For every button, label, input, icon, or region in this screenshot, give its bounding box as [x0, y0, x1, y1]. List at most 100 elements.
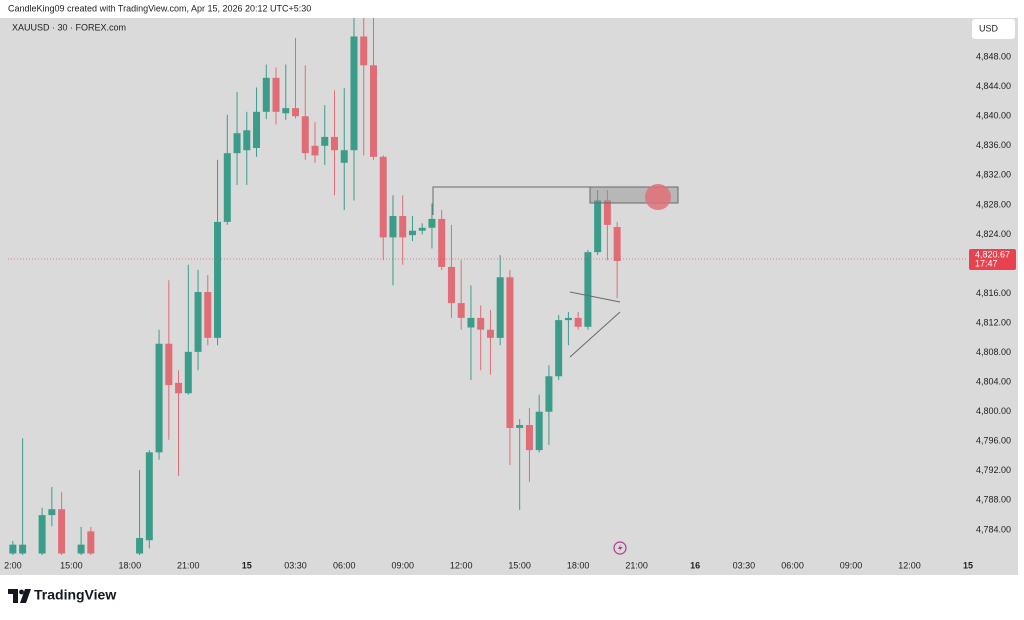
- candle-body: [214, 221, 222, 338]
- candle-body: [506, 277, 514, 428]
- credit: CandleKing09 created with TradingView.co…: [8, 3, 311, 13]
- candle-body: [77, 544, 85, 554]
- candle-body: [321, 136, 329, 146]
- marker-circle: [645, 184, 671, 210]
- x-tick-label: 06:00: [781, 560, 804, 570]
- candle-body: [38, 515, 46, 554]
- y-tick-label: 4,796.00: [976, 436, 1011, 446]
- last-price-label: 4,820.67: [975, 249, 1010, 259]
- x-tick-label: 15:00: [508, 560, 531, 570]
- x-tick-label: 15: [242, 560, 252, 570]
- candle-body: [535, 411, 543, 451]
- candle-body: [369, 65, 377, 157]
- candle-body: [292, 108, 300, 117]
- candle-body: [330, 136, 338, 151]
- candle-body: [204, 292, 212, 338]
- candle-body: [301, 116, 309, 154]
- x-tick-label: 09:00: [840, 560, 863, 570]
- candle-body: [613, 227, 621, 262]
- candle-body: [399, 215, 407, 238]
- x-tick-label: 16: [690, 560, 700, 570]
- x-tick-label: 18:00: [567, 560, 590, 570]
- candle-body: [136, 538, 144, 554]
- y-tick-label: 4,808.00: [976, 347, 1011, 357]
- last-price-box: [969, 249, 1016, 271]
- y-tick-label: 4,844.00: [976, 81, 1011, 91]
- candle-body: [389, 215, 397, 238]
- candle-body: [564, 317, 572, 321]
- x-tick-label: 18:00: [119, 560, 142, 570]
- x-tick-label: 21:00: [177, 560, 200, 570]
- candle-body: [574, 317, 582, 327]
- candle-body: [282, 108, 290, 114]
- candle-body: [340, 150, 348, 163]
- candle-body: [311, 145, 319, 156]
- candle-body: [418, 227, 426, 231]
- candle-body: [438, 218, 446, 267]
- candle-body: [165, 343, 173, 386]
- symbol: XAUUSD · 30 · FOREX.com: [12, 22, 126, 32]
- x-tick-label: 03:30: [284, 560, 307, 570]
- lightning-icon[interactable]: [613, 541, 627, 555]
- y-tick-label: 4,828.00: [976, 199, 1011, 209]
- candle-body: [223, 153, 231, 222]
- drawing-line: [569, 291, 621, 303]
- y-tick-label: 4,800.00: [976, 406, 1011, 416]
- x-tick-label: 21:00: [625, 560, 648, 570]
- candle-body: [262, 77, 270, 112]
- candle-body: [155, 343, 163, 453]
- candle-body: [379, 156, 387, 238]
- candle-body: [428, 218, 436, 228]
- candle-body: [272, 77, 280, 112]
- candle-body: [457, 303, 465, 318]
- candle-body: [447, 266, 455, 304]
- candle-body: [477, 317, 485, 330]
- y-tick-label: 4,792.00: [976, 465, 1011, 475]
- brand: TradingView: [34, 587, 116, 603]
- y-tick-label: 4,824.00: [976, 229, 1011, 239]
- x-tick-label: 15: [963, 560, 973, 570]
- candle-body: [145, 452, 153, 541]
- candle-body: [19, 544, 27, 554]
- candle-body: [48, 509, 56, 516]
- candle-body: [58, 509, 66, 554]
- plot: [9, 18, 621, 555]
- currency[interactable]: USD: [979, 23, 999, 33]
- candle-body: [584, 252, 592, 327]
- y-tick-label: 4,784.00: [976, 524, 1011, 534]
- x-tick-label: 2:00: [4, 560, 22, 570]
- candle-body: [467, 317, 475, 328]
- candle-body: [594, 200, 602, 253]
- x-tick-label: 15:00: [60, 560, 83, 570]
- drawings: [432, 184, 679, 358]
- x-tick-label: 12:00: [450, 560, 473, 570]
- candle-body: [350, 36, 358, 151]
- x-tick-label: 12:00: [898, 560, 921, 570]
- y-tick-label: 4,804.00: [976, 377, 1011, 387]
- candle-body: [525, 424, 533, 451]
- drawing-line: [432, 186, 590, 215]
- currency-button[interactable]: [972, 19, 1015, 39]
- x-tick-label: 06:00: [333, 560, 356, 570]
- candle-body: [486, 329, 494, 338]
- candle-body: [184, 351, 192, 394]
- y-tick-label: 4,788.00: [976, 495, 1011, 505]
- candle-body: [194, 292, 202, 352]
- x-tick-label: 09:00: [391, 560, 414, 570]
- candle-body: [408, 230, 416, 236]
- y-tick-label: 4,848.00: [976, 52, 1011, 62]
- candle-body: [360, 36, 368, 66]
- candle-body: [175, 382, 183, 394]
- candle-body: [603, 200, 611, 225]
- candle-body: [496, 277, 504, 338]
- brand-logo: [8, 589, 31, 603]
- candle-body: [233, 133, 241, 154]
- candle-body: [243, 130, 251, 151]
- y-tick-label: 4,812.00: [976, 317, 1011, 327]
- candle-body: [555, 320, 563, 377]
- countdown: 17:47: [975, 258, 998, 268]
- candle-body: [87, 531, 95, 554]
- y-tick-label: 4,816.00: [976, 288, 1011, 298]
